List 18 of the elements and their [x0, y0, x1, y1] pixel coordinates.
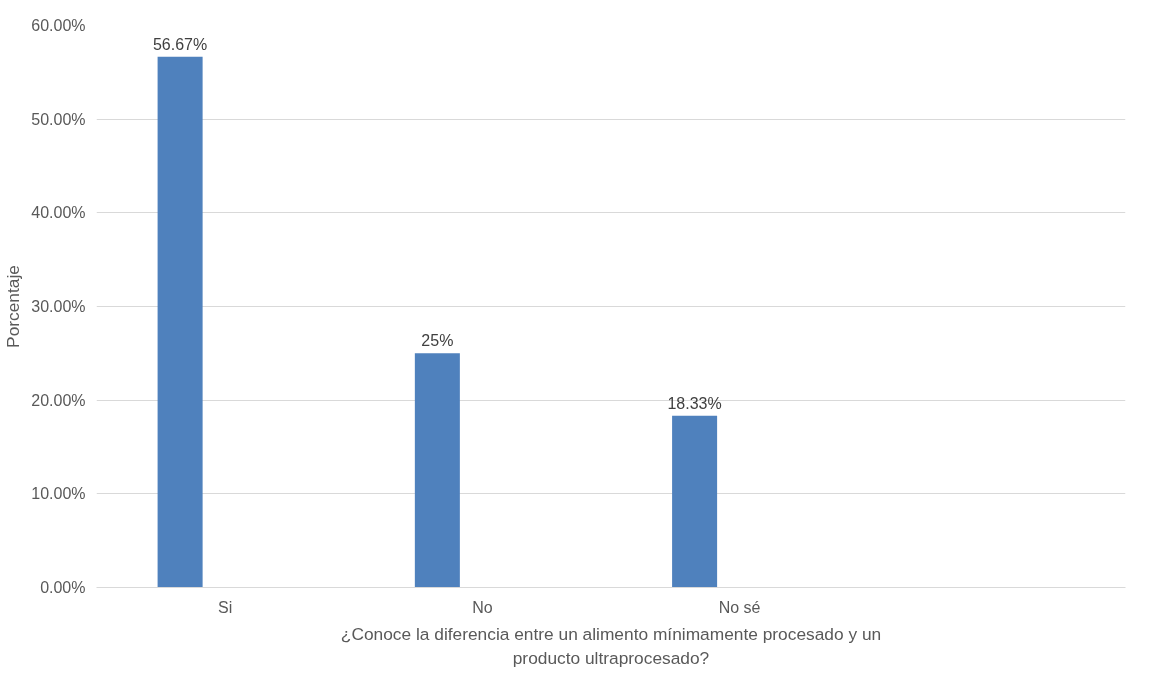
x-tick-label: Si	[218, 598, 233, 616]
x-axis-title: ¿Conoce la diferencia entre un alimento mínimamente procesado y un producto ultraprocesado?	[340, 623, 882, 668]
x-tick-label: No	[472, 598, 493, 616]
y-axis-title: Porcentaje	[3, 265, 24, 348]
y-tick-label: 10.00%	[31, 485, 86, 503]
bar	[157, 56, 203, 588]
y-tick-label: 20.00%	[31, 391, 86, 409]
y-tick-label: 30.00%	[31, 298, 86, 315]
data-label: 25%	[421, 332, 454, 350]
y-tick-label: 0.00%	[40, 579, 86, 596]
bar	[414, 353, 460, 588]
y-tick-label: 40.00%	[31, 204, 86, 222]
y-tick-label: 60.00%	[31, 17, 86, 34]
y-tick-label: 50.00%	[31, 110, 86, 128]
x-tick-label: No sé	[718, 598, 761, 616]
data-label: 56.67%	[152, 35, 208, 53]
data-label: 18.33%	[667, 394, 722, 412]
bar	[672, 415, 718, 588]
